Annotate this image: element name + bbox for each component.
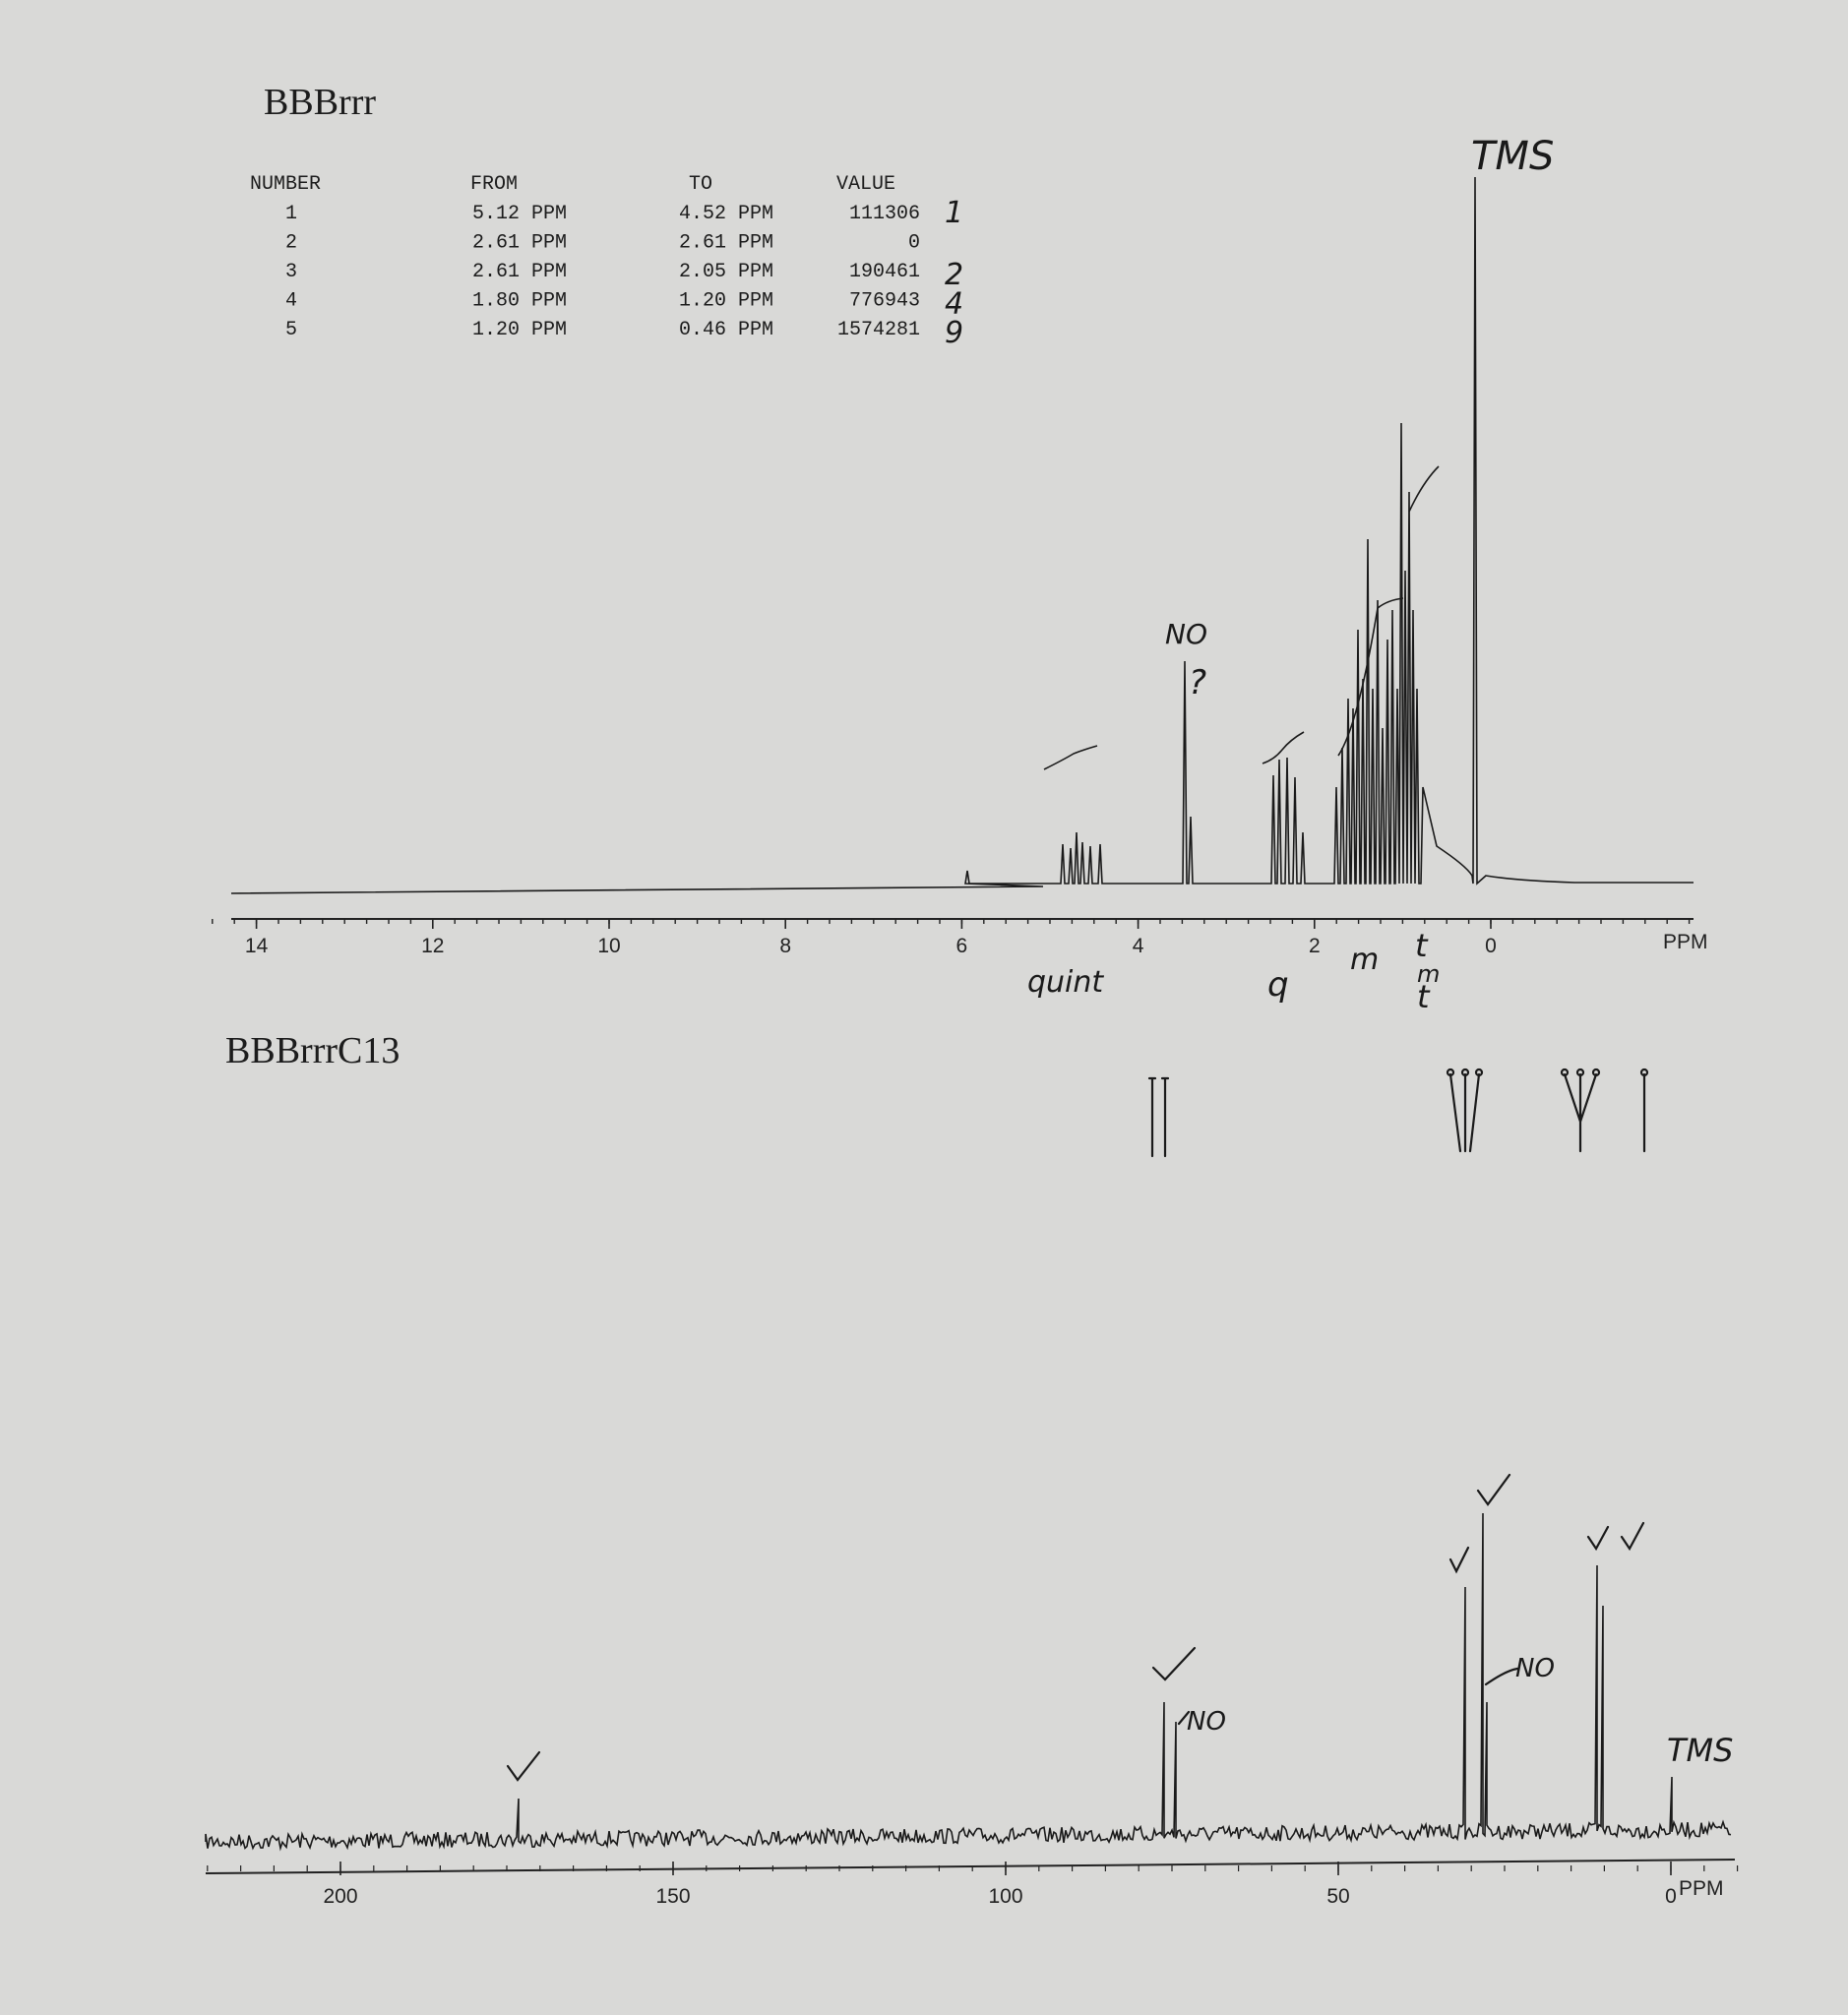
c13-trace: [205, 1512, 1732, 1852]
annotation: quint: [1027, 965, 1104, 1000]
table-cell: 2.05 PPM: [679, 261, 773, 283]
c13-title: BBBrrrC13: [225, 1030, 400, 1071]
table-header: FROM: [470, 173, 518, 196]
handwritten-integral: 1: [945, 196, 963, 230]
table-cell: 4: [285, 290, 297, 313]
table-header: NUMBER: [250, 173, 321, 196]
tick-label: 2: [1309, 935, 1321, 957]
annotation: NO: [1515, 1654, 1555, 1683]
table-cell: 2: [285, 232, 297, 255]
axis-unit: PPM: [1663, 931, 1708, 953]
table-header: VALUE: [836, 173, 895, 196]
table-cell: 190461: [849, 261, 920, 283]
tick-label: 6: [956, 935, 968, 957]
annotation: q: [1267, 965, 1289, 1005]
tick-label: 150: [655, 1885, 690, 1908]
annotation: m: [1417, 960, 1440, 988]
tick-label: 50: [1326, 1885, 1349, 1908]
axis-unit: PPM: [1679, 1877, 1724, 1900]
annotation: t: [1415, 927, 1429, 964]
table-cell: 5: [285, 319, 297, 341]
table-cell: 1.20 PPM: [472, 319, 567, 341]
tick-label: 0: [1665, 1885, 1677, 1908]
table-header: TO: [689, 173, 712, 196]
assignment-marks: [1147, 1068, 1649, 1158]
handwritten-integral: 4: [945, 287, 963, 322]
h1-title: BBBrrr: [264, 82, 376, 123]
tick-label: 4: [1133, 935, 1144, 957]
annotation: NO: [1165, 618, 1207, 650]
annotation: TMS: [1667, 1732, 1733, 1769]
table-cell: 1.80 PPM: [472, 290, 567, 313]
table-cell: 4.52 PPM: [679, 203, 773, 225]
table-cell: 2.61 PPM: [679, 232, 773, 255]
tick-label: 12: [421, 935, 444, 957]
tick-label: 8: [779, 935, 791, 957]
h1-spectrum: 14 12 10 8 6 4 2 0 PPM: [212, 176, 1708, 957]
table-cell: 1: [285, 203, 297, 225]
tick-label: 200: [323, 1885, 357, 1908]
c13-spectrum: 200 150 100 50 0 PPM: [205, 1512, 1739, 1908]
table-cell: 5.12 PPM: [472, 203, 567, 225]
handwritten-integral: 2: [945, 258, 963, 292]
checkmarks: [506, 1473, 1645, 1782]
table-cell: 2.61 PPM: [472, 232, 567, 255]
table-cell: 111306: [849, 203, 920, 225]
table-cell: 776943: [849, 290, 920, 313]
axis-line: [205, 1859, 1736, 1874]
tick-label: 0: [1485, 935, 1497, 957]
table-cell: 2.61 PPM: [472, 261, 567, 283]
tick-label: 100: [988, 1885, 1022, 1908]
table-cell: 3: [285, 261, 297, 283]
table-cell: 1.20 PPM: [679, 290, 773, 313]
handwritten-integral: 9: [945, 316, 963, 350]
annotation: t: [1417, 978, 1431, 1015]
integral-curves: [1043, 465, 1440, 770]
tick-label: 14: [245, 935, 269, 957]
annotation: ?: [1189, 663, 1206, 702]
annotation: TMS: [1471, 134, 1554, 179]
table-cell: 0: [908, 232, 920, 255]
tick-label: 10: [597, 935, 620, 957]
annotation: NO: [1187, 1707, 1226, 1737]
table-cell: 1574281: [837, 319, 920, 341]
table-cell: 0.46 PPM: [679, 319, 773, 341]
annotation: m: [1350, 943, 1379, 977]
h1-trace: [230, 176, 1694, 894]
